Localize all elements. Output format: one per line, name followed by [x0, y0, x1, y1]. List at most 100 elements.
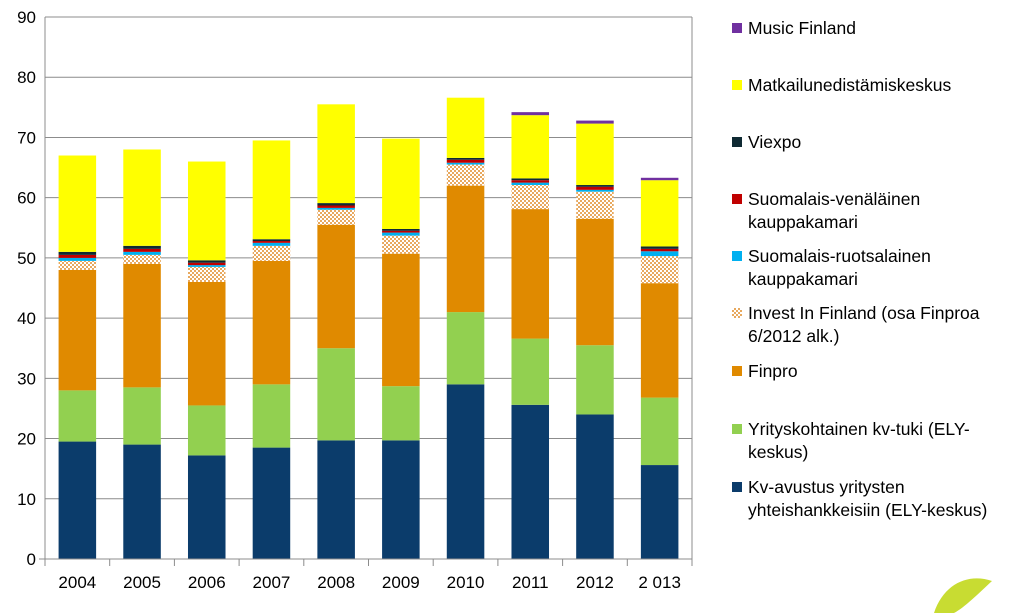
- x-tick-label: 2 013: [638, 573, 681, 592]
- bar-segment: [382, 253, 420, 387]
- legend-label: Finpro: [748, 361, 798, 381]
- x-tick-label: 2007: [253, 573, 291, 592]
- bar-segment: [317, 209, 355, 225]
- legend-item: Kv-avustus yritysten yhteishankkeisiin (…: [732, 476, 1024, 522]
- bar-segment: [640, 283, 679, 398]
- bar-segment: [640, 256, 679, 284]
- bar-segment: [382, 386, 420, 441]
- legend-item: Suomalais-venäläinen kauppakamari: [732, 188, 1024, 234]
- bar-segment: [123, 444, 161, 559]
- legend-item: Invest In Finland (osa Finproa 6/2012 al…: [732, 302, 1024, 348]
- bar-segment: [576, 185, 614, 187]
- legend-label: Viexpo: [748, 132, 802, 152]
- bar-segment: [640, 180, 679, 247]
- bar-segment: [511, 112, 550, 116]
- bar-segment: [382, 138, 420, 229]
- bar-segment: [187, 262, 226, 266]
- bar-segment: [382, 230, 420, 233]
- bar-segment: [511, 404, 550, 559]
- bar-segment: [446, 164, 485, 186]
- bar-segment: [187, 161, 226, 261]
- bar-segment: [58, 251, 97, 255]
- bar-segment: [576, 191, 614, 219]
- bar-segment: [187, 405, 226, 456]
- y-tick-labels: 0 10 20 30 40 50 60 70 80 90: [17, 8, 36, 569]
- x-tick-label: 2010: [447, 573, 485, 592]
- y-tick-label: 10: [17, 490, 36, 509]
- bar-segment: [58, 155, 97, 252]
- x-tick-label: 2004: [58, 573, 96, 592]
- y-tick-label: 30: [17, 369, 36, 388]
- legend-swatch: [732, 308, 742, 318]
- bar-segment: [640, 248, 679, 252]
- legend-item: Viexpo: [732, 131, 1024, 154]
- x-tick-label: 2009: [382, 573, 420, 592]
- bar-segment: [446, 185, 485, 313]
- bar-segment: [252, 245, 291, 261]
- bar-segment: [58, 257, 97, 261]
- bar-segment: [446, 159, 485, 163]
- bar-segment: [123, 254, 161, 264]
- bar-segment: [511, 185, 550, 210]
- legend-swatch: [732, 482, 742, 492]
- bar-segment: [252, 384, 291, 448]
- legend-item: Finpro: [732, 360, 1024, 383]
- bar-segment: [317, 205, 355, 208]
- bar-segment: [58, 390, 97, 442]
- bar-segment: [317, 104, 355, 204]
- bar-segment: [123, 387, 161, 445]
- bar-segment: [446, 97, 485, 158]
- bar-segment: [58, 254, 97, 258]
- bar-segment: [511, 115, 550, 179]
- y-tick-label: 20: [17, 430, 36, 449]
- bar-segment: [317, 224, 355, 349]
- bar-segment: [576, 189, 614, 192]
- legend: Music Finland Matkailunedistämiskeskus Vie…: [732, 0, 1024, 593]
- bar-segment: [187, 265, 226, 267]
- legend-label: Matkailunedistämiskeskus: [748, 75, 952, 95]
- y-tick-label: 60: [17, 189, 36, 208]
- bar-segment: [123, 263, 161, 388]
- bar-segment: [317, 440, 355, 559]
- bar-segment: [58, 269, 97, 391]
- bar-segment: [576, 186, 614, 190]
- bar-segment: [446, 312, 485, 385]
- bar-segment: [640, 177, 679, 181]
- bar-segment: [317, 203, 355, 206]
- bar-segment: [252, 260, 291, 385]
- bar-segment: [576, 120, 614, 124]
- bar-segment: [576, 218, 614, 346]
- bar-segment: [511, 180, 550, 183]
- bar-segment: [252, 242, 291, 246]
- bar-segment: [317, 348, 355, 441]
- bar-segment: [187, 266, 226, 282]
- legend-swatch: [732, 80, 742, 90]
- legend-item: Suomalais-ruotsalainen kauppakamari: [732, 245, 1024, 291]
- x-tick-label: 2012: [576, 573, 614, 592]
- bars: [58, 97, 679, 559]
- legend-swatch: [732, 23, 742, 33]
- bar-segment: [640, 246, 679, 249]
- bar-segment: [640, 397, 679, 466]
- y-tick-label: 80: [17, 68, 36, 87]
- bar-segment: [382, 440, 420, 559]
- bar-segment: [123, 248, 161, 252]
- legend-swatch: [732, 251, 742, 261]
- bar-segment: [511, 209, 550, 339]
- bar-segment: [252, 241, 291, 243]
- legend-swatch: [732, 366, 742, 376]
- legend-label: Invest In Finland (osa Finproa 6/2012 al…: [748, 303, 980, 346]
- legend-swatch: [732, 194, 742, 204]
- bar-segment: [123, 245, 161, 249]
- bar-segment: [382, 235, 420, 254]
- legend-item: Music Finland: [732, 17, 1024, 40]
- axes: [39, 17, 693, 566]
- y-tick-label: 40: [17, 309, 36, 328]
- bar-segment: [576, 345, 614, 415]
- x-tick-label: 2011: [512, 573, 549, 592]
- bar-segment: [252, 239, 291, 242]
- bar-segment: [576, 414, 614, 559]
- y-tick-label: 50: [17, 249, 36, 268]
- legend-label: Suomalais-venäläinen kauppakamari: [748, 189, 921, 232]
- legend-label: Music Finland: [748, 18, 856, 38]
